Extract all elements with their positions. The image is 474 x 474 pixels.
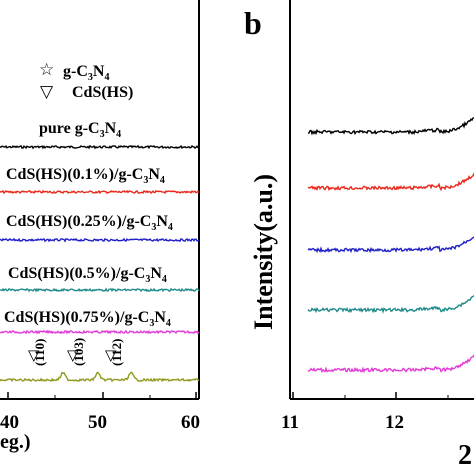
panel-a-series-line-2: [0, 237, 199, 243]
panel-a-series-line-0: [0, 144, 200, 150]
panel-a-series-line-4: [0, 329, 200, 335]
peak-label-110: (110): [32, 339, 47, 366]
series-label-pure: pure g-C3N4: [39, 120, 121, 140]
panel-b-series-lines: [307, 117, 474, 374]
panel-b-series-line-0: [307, 117, 474, 136]
series-label-05: CdS(HS)(0.5%)/g-C3N4: [8, 265, 167, 285]
peak-label-112: (112): [109, 339, 124, 366]
panel-a-series-line-5: [0, 371, 200, 383]
panel-a-series-lines: [0, 144, 200, 383]
legend-triangle-icon: ▽: [40, 82, 54, 102]
tick-label-40: 40: [0, 412, 19, 433]
x-axis-label-b: 2: [458, 440, 472, 471]
panel-label-b: b: [244, 5, 262, 41]
series-label-075: CdS(HS)(0.75%)/g-C3N4: [4, 309, 171, 329]
panel-b-series-line-3: [307, 295, 474, 314]
x-axis-label-a: eg.): [0, 431, 31, 453]
panel-b-series-line-2: [307, 236, 474, 254]
panel-a-series-line-3: [0, 287, 200, 293]
panel-a: 40 50 60 eg.) ☆ g-C3N4 ▽ CdS(HS) pure g-…: [0, 0, 200, 453]
tick-label-11: 11: [281, 412, 299, 433]
panel-b-series-line-4: [307, 354, 474, 374]
series-label-025: CdS(HS)(0.25%)/g-C3N4: [6, 213, 173, 233]
panel-b-series-line-1: [307, 172, 474, 192]
y-axis-label-b: Intensity(a.u.): [249, 174, 278, 330]
legend-label-gcn: g-C3N4: [63, 63, 109, 83]
tick-label-12: 12: [385, 412, 404, 433]
panel-b: b Intensity(a.u.) 11 12 2: [244, 0, 474, 471]
tick-label-60: 60: [181, 412, 200, 433]
legend-star-icon: ☆: [39, 60, 54, 80]
panel-a-series-line-1: [0, 189, 200, 195]
peak-triangle-icon-112: ▽: [105, 346, 117, 364]
legend-label-cds: CdS(HS): [72, 84, 133, 101]
peak-triangle-icon-103: ▽: [67, 346, 79, 364]
tick-label-50: 50: [88, 412, 107, 433]
peak-triangle-icon-110: ▽: [28, 346, 40, 364]
series-label-01: CdS(HS)(0.1%)/g-C3N4: [6, 166, 165, 186]
peak-label-103: (103): [71, 338, 86, 366]
